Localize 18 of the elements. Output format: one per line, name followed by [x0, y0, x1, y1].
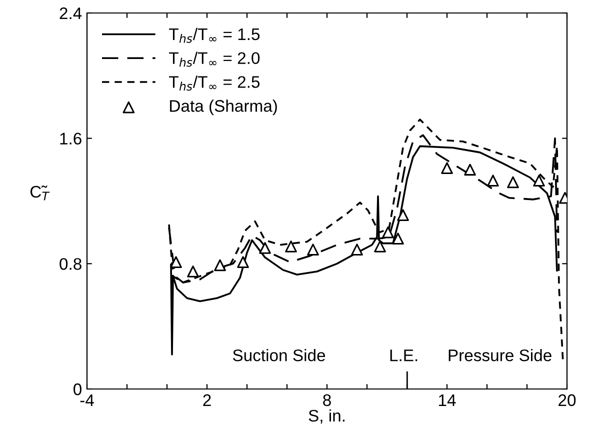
- annotation: Suction Side: [232, 349, 326, 362]
- x-tick-label: 20: [558, 394, 576, 406]
- y-tick-label: 1.6: [60, 132, 82, 145]
- x-axis-title: S, in.: [308, 409, 344, 424]
- annotation: Pressure Side: [448, 349, 552, 362]
- annotation: L.E.: [390, 350, 418, 362]
- x-tick-label: 8: [323, 394, 331, 406]
- legend-label: Data (Sharma): [170, 100, 277, 116]
- y-tick-label: 0: [74, 383, 82, 396]
- legend-label: T$_{hs}$/T$_{∞}$ = 2.0: [169, 52, 260, 67]
- legend-label: T$_{hs}$/T$_{∞}$ = 2.5: [169, 76, 260, 91]
- x-tick-label: 14: [439, 394, 456, 406]
- y-tick-label: 0.8: [60, 258, 82, 270]
- legend-label: T$_{hs}$/T$_{∞}$ = 1.5: [169, 28, 260, 43]
- y-tick-label: 2.4: [60, 7, 82, 20]
- x-tick-label: -4: [80, 394, 94, 406]
- x-tick-label: 2: [203, 394, 211, 406]
- y-axis-title: C̃$_{T}$: [30, 186, 50, 200]
